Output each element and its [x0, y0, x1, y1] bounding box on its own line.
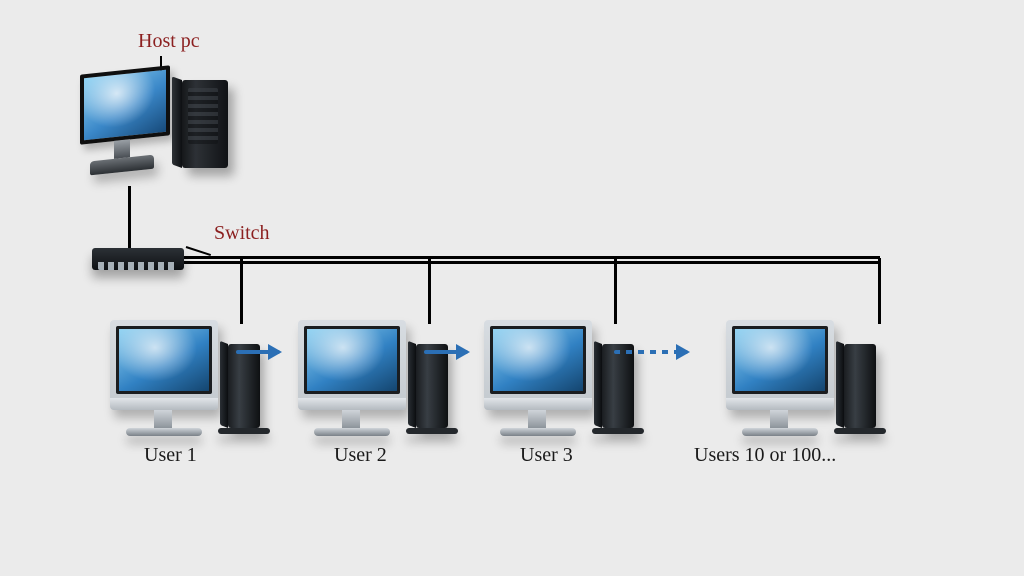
switch-label: Switch — [214, 222, 270, 245]
drop-2 — [428, 258, 431, 324]
monitor-icon — [726, 320, 834, 410]
host-tower-icon — [182, 80, 228, 168]
drop-1 — [240, 258, 243, 324]
drop-4 — [878, 258, 881, 324]
switch-icon — [92, 248, 184, 270]
thin-client-icon — [602, 344, 634, 428]
monitor-icon — [298, 320, 406, 410]
arrow-1-2 — [236, 350, 280, 354]
thin-client-icon — [844, 344, 876, 428]
host-label: Host pc — [138, 30, 200, 53]
thin-client-icon — [416, 344, 448, 428]
host-monitor-icon — [80, 70, 172, 180]
monitor-icon — [484, 320, 592, 410]
wire-host-to-switch — [128, 186, 131, 248]
arrow-3-n — [614, 350, 688, 354]
switch-label-pointer — [186, 246, 211, 256]
network-bus — [184, 256, 880, 259]
client-1-label: User 1 — [144, 444, 197, 467]
monitor-icon — [110, 320, 218, 410]
drop-3 — [614, 258, 617, 324]
client-3-label: User 3 — [520, 444, 573, 467]
diagram-stage: Host pc Switch User 1 — [0, 0, 1024, 576]
thin-client-icon — [228, 344, 260, 428]
client-n-label: Users 10 or 100... — [694, 444, 836, 467]
client-2-label: User 2 — [334, 444, 387, 467]
client-3 — [484, 320, 674, 480]
arrow-2-3 — [424, 350, 468, 354]
